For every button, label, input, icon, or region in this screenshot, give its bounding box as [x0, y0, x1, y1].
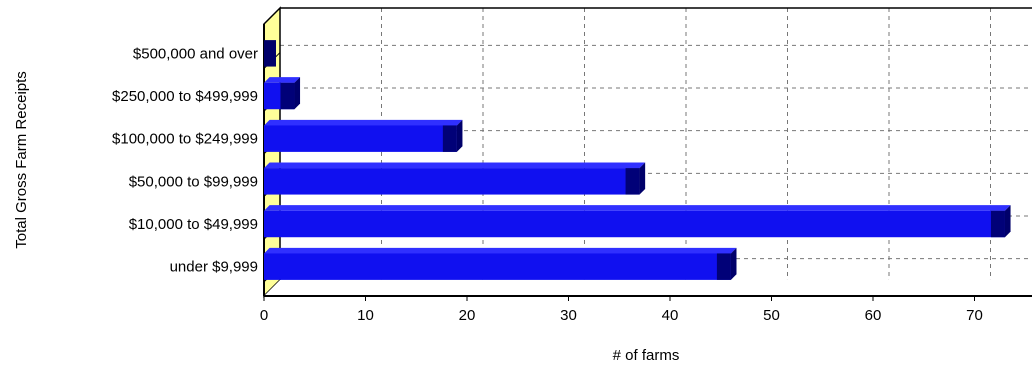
bar-shade: [716, 253, 731, 280]
bar-shade: [280, 82, 295, 110]
x-tick-label: 20: [459, 307, 476, 324]
bar-top: [264, 119, 463, 126]
bar-shade: [625, 168, 640, 195]
y-tick-label: $50,000 to $99,999: [129, 173, 258, 190]
bar-end: [294, 77, 301, 110]
bar-top: [264, 205, 1011, 211]
y-tick-labels: $500,000 and over $250,000 to $499,999 $10…: [112, 45, 258, 275]
x-tick-label: 40: [662, 307, 679, 324]
y-tick-label: $100,000 to $249,999: [112, 131, 258, 148]
bar: [264, 40, 276, 67]
x-tick-label: 0: [260, 307, 268, 324]
x-tick-label: 70: [966, 307, 983, 324]
y-tick-label: $250,000 to $499,999: [112, 88, 258, 105]
bar-end: [730, 247, 737, 280]
y-tick-label: under $9,999: [170, 259, 258, 276]
bar: [264, 168, 640, 195]
bar-end: [1004, 205, 1011, 238]
bars: [264, 40, 1011, 280]
bar-shade: [990, 210, 1005, 238]
x-tick-label: 60: [865, 307, 882, 324]
bar: [264, 253, 731, 280]
y-tick-label: $500,000 and over: [133, 45, 258, 62]
bar-top: [264, 162, 646, 169]
bar: [264, 210, 1005, 238]
x-tick-label: 50: [763, 307, 780, 324]
y-axis-title: Total Gross Farm Receipts: [13, 71, 30, 249]
bar-end: [456, 119, 463, 152]
bar-shade: [442, 125, 457, 152]
x-tick-label: 10: [357, 307, 374, 324]
x-tick-label: 30: [560, 307, 577, 324]
bar: [264, 125, 457, 152]
floor: [264, 280, 1032, 296]
bar-top: [264, 77, 301, 83]
x-tick-labels: 0 10 20 30 40 50 60 70: [260, 296, 983, 324]
bar-top: [264, 247, 737, 254]
y-tick-label: $10,000 to $49,999: [129, 216, 258, 233]
x-axis-title: # of farms: [613, 347, 680, 364]
bar-end: [639, 162, 646, 195]
